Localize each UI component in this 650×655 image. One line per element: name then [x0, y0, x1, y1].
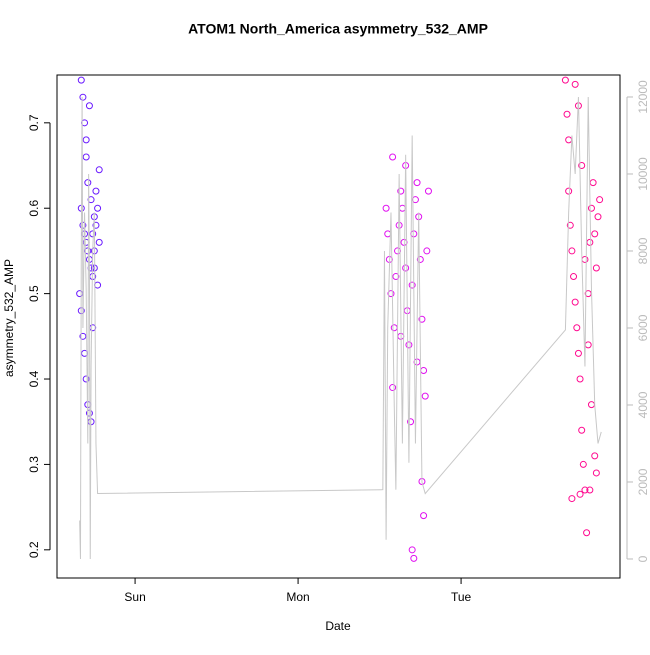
point	[395, 221, 403, 229]
point	[584, 341, 592, 349]
point	[402, 264, 410, 272]
point	[84, 179, 92, 187]
y-tick-label: 0.3	[27, 456, 41, 473]
point	[408, 281, 416, 289]
point	[397, 187, 405, 195]
point	[82, 153, 90, 161]
point	[561, 76, 569, 84]
y2-tick-label: 0	[636, 555, 650, 562]
point	[576, 490, 584, 498]
chart-title: ATOM1 North_America asymmetry_532_AMP	[188, 21, 488, 37]
point	[413, 179, 421, 187]
point	[94, 204, 102, 212]
line	[79, 96, 602, 559]
point	[581, 255, 589, 263]
point	[79, 332, 87, 340]
x-tick-label: Tue	[451, 590, 472, 604]
y-tick-label: 0.5	[27, 285, 41, 302]
point	[594, 213, 602, 221]
point	[570, 273, 578, 281]
point	[568, 495, 576, 503]
point	[76, 290, 84, 298]
point	[82, 136, 90, 144]
point	[81, 349, 89, 357]
point	[94, 281, 102, 289]
point	[423, 247, 431, 255]
point	[587, 204, 595, 212]
y2-tick-label: 4000	[636, 391, 650, 418]
point	[408, 546, 416, 554]
y2-tick-label: 10000	[636, 157, 650, 191]
y-axis-title: asymmetry_532_AMP	[2, 259, 16, 377]
point	[571, 298, 579, 306]
y-tick-label: 0.6	[27, 200, 41, 217]
point	[89, 230, 97, 238]
point	[390, 324, 398, 332]
point	[420, 366, 428, 374]
point	[389, 153, 397, 161]
point	[382, 204, 390, 212]
point	[576, 375, 584, 383]
point	[92, 187, 100, 195]
point	[424, 187, 432, 195]
point	[592, 264, 600, 272]
point	[574, 349, 582, 357]
point	[82, 375, 90, 383]
point	[410, 554, 418, 562]
point	[420, 512, 428, 520]
y2-tick-label: 8000	[636, 237, 650, 264]
point	[581, 486, 589, 494]
point	[565, 187, 573, 195]
point	[95, 166, 103, 174]
y2-tick-label: 6000	[636, 314, 650, 341]
point	[583, 529, 591, 537]
point	[591, 452, 599, 460]
plot-box	[56, 74, 621, 579]
point	[398, 204, 406, 212]
point	[591, 230, 599, 238]
point	[578, 426, 586, 434]
y-tick-label: 0.7	[27, 114, 41, 131]
point	[418, 315, 426, 323]
point	[565, 136, 573, 144]
x-tick-label: Mon	[286, 590, 309, 604]
point	[85, 102, 93, 110]
point	[92, 221, 100, 229]
point	[566, 221, 574, 229]
y-tick-label: 0.4	[27, 370, 41, 387]
point	[578, 162, 586, 170]
point	[389, 384, 397, 392]
point	[586, 238, 594, 246]
point	[571, 80, 579, 88]
y-tick-label: 0.2	[27, 541, 41, 558]
point	[421, 392, 429, 400]
point	[568, 247, 576, 255]
point	[589, 179, 597, 187]
point	[563, 110, 571, 118]
point	[387, 290, 395, 298]
point	[84, 247, 92, 255]
point	[95, 238, 103, 246]
point	[586, 486, 594, 494]
point	[596, 196, 604, 204]
y2-tick-label: 2000	[636, 468, 650, 495]
point	[405, 341, 413, 349]
y2-tick-label: 12000	[636, 80, 650, 114]
point	[392, 273, 400, 281]
point	[416, 255, 424, 263]
point	[77, 76, 85, 84]
x-axis-title: Date	[325, 619, 351, 633]
point	[407, 418, 415, 426]
x-tick-label: Sun	[124, 590, 145, 604]
point	[592, 469, 600, 477]
point	[573, 324, 581, 332]
point	[79, 93, 87, 101]
point	[587, 401, 595, 409]
point	[579, 460, 587, 468]
